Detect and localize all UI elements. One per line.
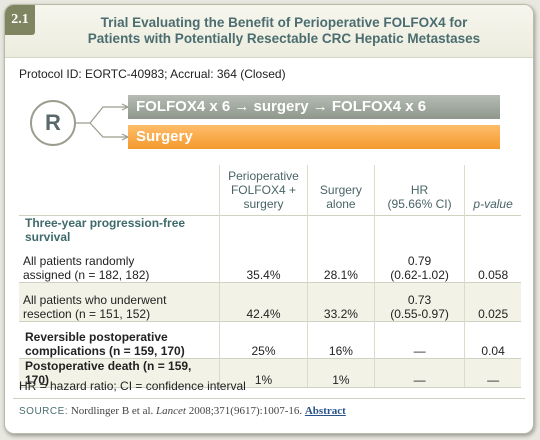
cell-hr: — <box>374 357 466 388</box>
header-empty <box>19 165 221 215</box>
cell-hr-ci: (0.62-1.02) <box>390 267 449 282</box>
table-row: All patients randomly assigned (n = 182,… <box>19 243 521 282</box>
header-col1-line3: surgery <box>243 196 284 211</box>
cell-p: 0.025 <box>464 281 521 321</box>
cell-surgery: 33.2% <box>307 281 375 321</box>
figure-title-line2: Patients with Potentially Resectable CRC… <box>87 31 481 46</box>
row-label-line1: All patients randomly <box>23 253 135 268</box>
figure-title-line1: Trial Evaluating the Benefit of Perioper… <box>100 15 468 30</box>
section-title: Three-year progression-free survival <box>19 214 221 244</box>
cell-hr: 0.79 (0.62-1.02) <box>374 243 466 282</box>
figure-card: 2.1 Trial Evaluating the Benefit of Peri… <box>4 4 534 434</box>
source-citation: SOURCE: Nordlinger B et al. Lancet 2008;… <box>19 405 346 417</box>
header-col1-line2: FOLFOX4 + <box>230 182 296 197</box>
cell-hr: 0.73 (0.55-0.97) <box>374 281 466 321</box>
cell-perioperative: 1% <box>219 357 308 388</box>
source-label: SOURCE: <box>19 406 69 417</box>
cell-p: 0.04 <box>464 320 521 358</box>
header-col2-line1: Surgery <box>319 182 362 197</box>
row-label-line2: assigned (n = 182, 182) <box>23 267 150 282</box>
source-citation-detail: 2008;371(9617):1007-16. <box>188 405 303 417</box>
cell-p: 0.058 <box>478 267 509 282</box>
results-table: Perioperative FOLFOX4 + surgery Surgery … <box>19 165 521 388</box>
row-label-line1: All patients who underwent <box>23 292 167 307</box>
row-label-line2: complications (n = 159, 170) <box>25 343 185 358</box>
table-row: Postoperative death (n = 159, 170) 1% 1%… <box>19 357 521 388</box>
source-journal: Lancet <box>156 405 186 417</box>
abstract-link[interactable]: Abstract <box>304 405 346 417</box>
table-row: Reversible postoperative complications (… <box>19 320 521 358</box>
cell-hr: — <box>374 320 466 358</box>
table-row: All patients who underwent resection (n … <box>19 281 521 321</box>
cell-hr-value: 0.73 <box>407 292 432 307</box>
header-perioperative: Perioperative FOLFOX4 + surgery <box>219 165 308 215</box>
randomization-circle: R <box>30 100 76 146</box>
row-label-line1: Reversible postoperative <box>25 329 168 344</box>
row-label: All patients randomly assigned (n = 182,… <box>19 243 221 282</box>
treatment-arm-folfox4: FOLFOX4 x 6 → surgery → FOLFOX4 x 6 <box>128 95 500 119</box>
header-p-value: p-value <box>465 165 521 215</box>
header-surgery-alone: Surgery alone <box>307 165 375 215</box>
cell-p: — <box>464 357 521 388</box>
figure-title: Trial Evaluating the Benefit of Perioper… <box>45 15 523 47</box>
cell-perioperative: 35.4% <box>219 243 308 282</box>
cell-perioperative: 42.4% <box>219 281 308 321</box>
protocol-info: Protocol ID: EORTC-40983; Accrual: 364 (… <box>19 67 286 81</box>
source-divider <box>13 398 525 399</box>
treatment-arm-surgery: Surgery <box>128 125 500 149</box>
header-hr: HR (95.66% CI) <box>374 165 466 215</box>
row-label-line2: resection (n = 151, 152) <box>23 306 151 321</box>
header-col4: p-value <box>473 196 513 211</box>
header-col3-line2: (95.66% CI) <box>387 196 452 211</box>
figure-header: 2.1 Trial Evaluating the Benefit of Peri… <box>5 5 533 58</box>
cell-surgery: 28.1% <box>307 243 375 282</box>
cell-perioperative: 25% <box>219 320 308 358</box>
cell-hr-value: 0.79 <box>407 253 432 268</box>
footnote: HR = hazard ratio; CI = confidence inter… <box>19 379 246 393</box>
cell-hr-ci: (0.55-0.97) <box>390 306 449 321</box>
cell-surgery: 16% <box>307 320 375 358</box>
section-row-pfs: Three-year progression-free survival <box>19 214 521 244</box>
header-col2-line2: alone <box>326 196 356 211</box>
row-label: All patients who underwent resection (n … <box>19 281 221 321</box>
source-authors: Nordlinger B et al. <box>70 405 154 417</box>
header-col3-line1: HR <box>410 182 429 197</box>
table-header-row: Perioperative FOLFOX4 + surgery Surgery … <box>19 165 521 215</box>
row-label: Reversible postoperative complications (… <box>19 320 221 358</box>
row-label: Postoperative death (n = 159, 170) <box>19 357 221 388</box>
header-col1-line1: Perioperative <box>228 168 299 183</box>
cell-surgery: 1% <box>307 357 375 388</box>
figure-number-badge: 2.1 <box>5 5 35 35</box>
